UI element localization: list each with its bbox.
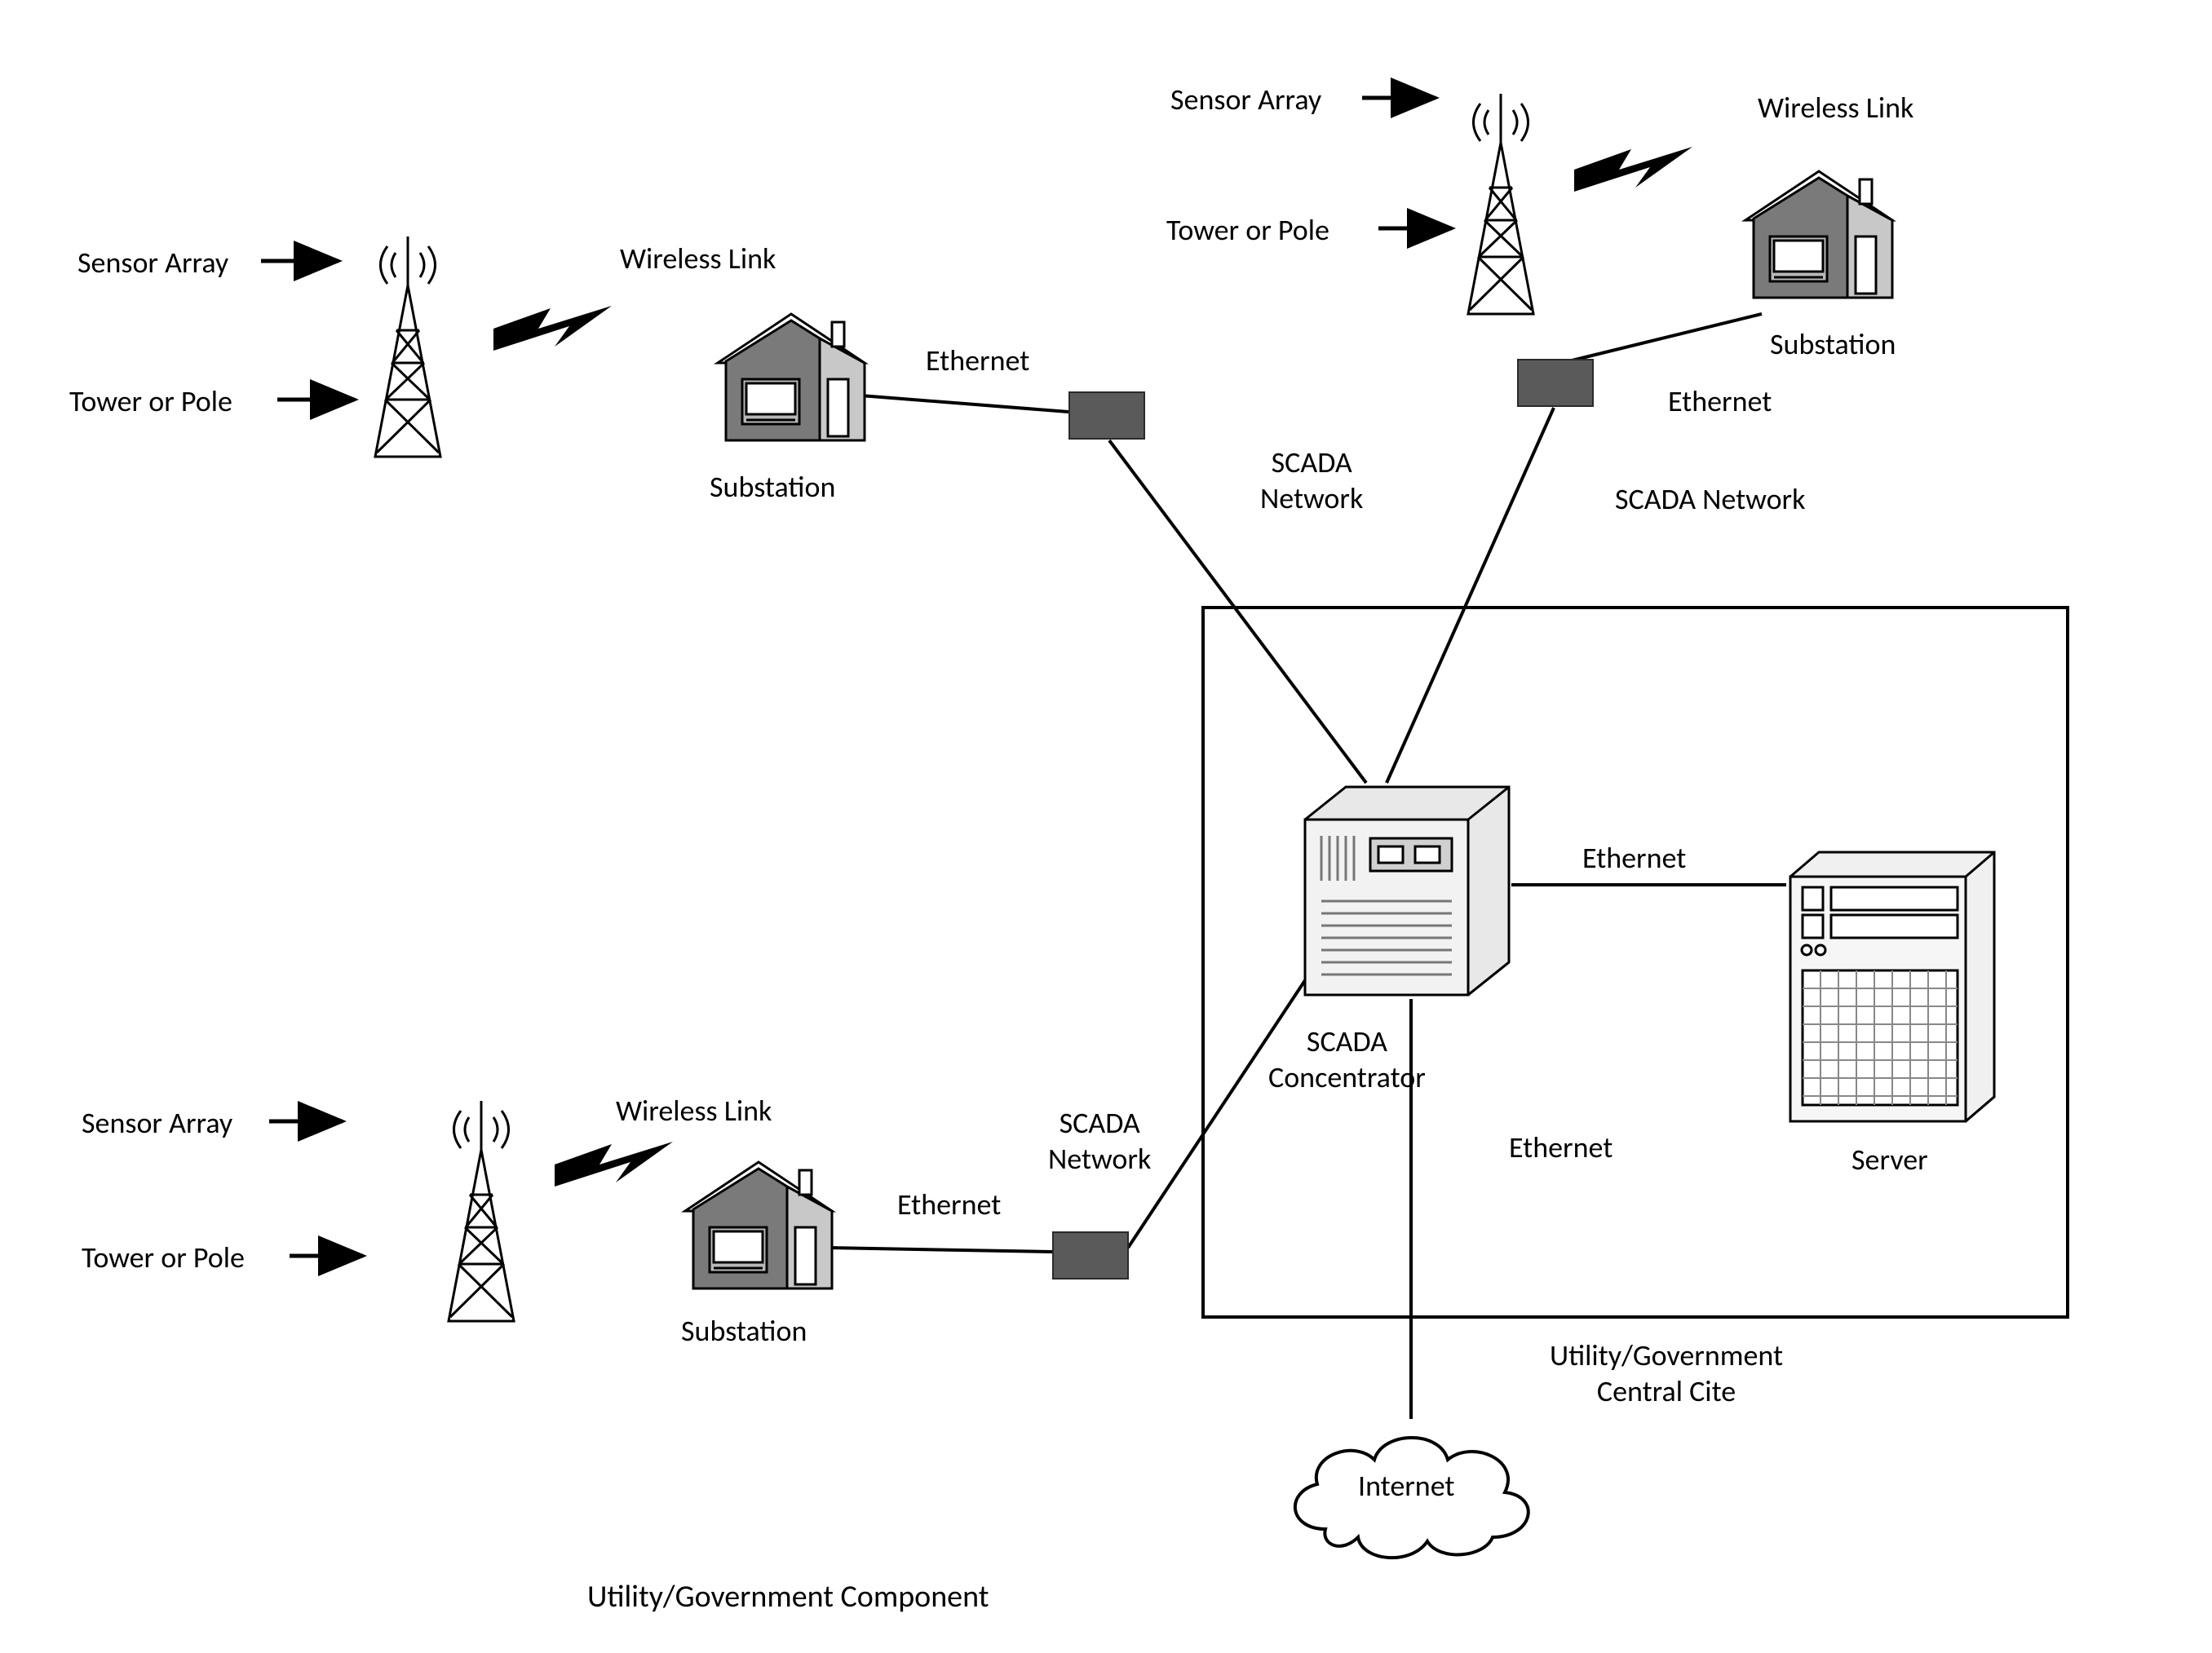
label-central-site: Utility/Government Central Cite [1550, 1337, 1783, 1409]
label-wireless-link: Wireless Link [616, 1093, 772, 1129]
house-icon [1737, 163, 1900, 302]
label-scada-network: SCADA Network [1260, 444, 1363, 516]
label-tower-pole: Tower or Pole [82, 1240, 245, 1275]
concentrator-icon [1301, 783, 1513, 1003]
label-sensor-array: Sensor Array [1170, 82, 1321, 117]
label-tower-pole: Tower or Pole [1166, 212, 1329, 248]
label-ethernet: Ethernet [897, 1187, 1001, 1222]
house-icon [710, 306, 873, 444]
label-substation: Substation [1770, 326, 1896, 362]
caption: Utility/Government Component [587, 1578, 989, 1615]
label-scada-concentrator: SCADA Concentrator [1268, 1023, 1426, 1095]
label-ethernet: Ethernet [1668, 383, 1772, 419]
house-icon [677, 1154, 840, 1293]
label-server: Server [1851, 1142, 1928, 1178]
server-icon [1786, 848, 1998, 1125]
label-ethernet: Ethernet [926, 343, 1029, 378]
switch-icon [1068, 391, 1145, 440]
label-ethernet: Ethernet [1509, 1129, 1613, 1165]
label-substation: Substation [710, 469, 835, 505]
switch-icon [1517, 359, 1594, 407]
label-wireless-link: Wireless Link [620, 241, 776, 276]
label-sensor-array: Sensor Array [77, 245, 228, 281]
tower-icon [432, 1101, 530, 1329]
switch-icon [1052, 1231, 1129, 1280]
label-scada-network: SCADA Network [1615, 481, 1805, 517]
label-scada-network: SCADA Network [1048, 1105, 1151, 1177]
bolt-icon [555, 1138, 677, 1203]
diagram-stage: Sensor Array Tower or Pole Wireless Link… [0, 0, 2212, 1653]
bolt-icon [493, 302, 616, 367]
label-tower-pole: Tower or Pole [69, 383, 232, 419]
label-ethernet: Ethernet [1582, 840, 1686, 876]
label-wireless-link: Wireless Link [1758, 90, 1913, 126]
label-sensor-array: Sensor Array [82, 1105, 232, 1141]
bolt-icon [1574, 143, 1697, 208]
label-internet: Internet [1358, 1468, 1454, 1504]
tower-icon [359, 236, 457, 465]
label-substation: Substation [681, 1313, 807, 1349]
tower-icon [1452, 94, 1550, 322]
